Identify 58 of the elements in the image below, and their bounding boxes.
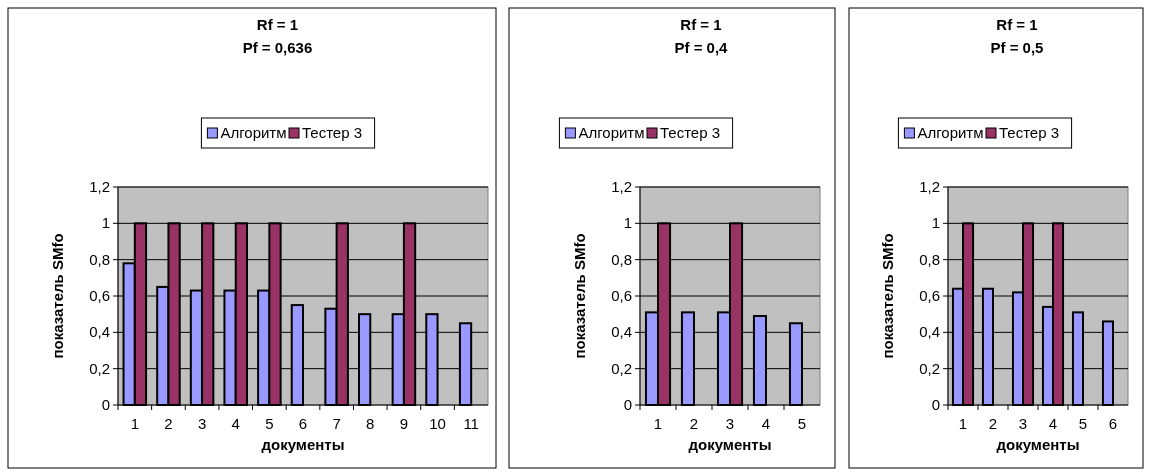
y-tick-label: 0,2 [89,359,110,377]
chart-title: Rf = 1 Pf = 0,5 [990,16,1044,56]
y-tick-label: 1,2 [89,178,110,195]
y-tick-label: 0,6 [919,287,940,304]
x-tick-label: 1 [653,415,663,432]
x-tick-label: 2 [689,415,699,432]
y-axis-title: показатель SMfo [879,233,896,359]
y-tick-label: 1 [931,214,940,232]
x-tick-label: 4 [231,415,240,432]
y-tick-label: 0,2 [611,359,632,377]
y-tick-label: 0,4 [919,323,940,341]
x-tick-label: 3 [1018,415,1028,432]
x-tick-label: 5 [797,415,807,432]
legend-label: Алгоритм [220,124,287,141]
y-tick-label: 0 [101,396,110,413]
x-tick-label: 3 [725,415,735,432]
x-tick-label: 5 [1078,415,1088,432]
y-tick-label: 0 [623,396,632,413]
x-tick-label: 11 [463,415,479,432]
x-tick-label: 5 [265,415,274,432]
x-tick-label: 10 [429,415,446,432]
y-tick-label: 0,4 [89,323,110,341]
y-tick-label: 1 [101,214,110,232]
y-tick-label: 0,2 [919,359,940,377]
y-tick-label: 0,8 [89,250,110,268]
legend-label: Алгоритм [578,124,645,141]
y-tick-label: 1 [623,214,632,232]
x-tick-label: 2 [164,415,173,432]
legend-label: Тестер 3 [999,124,1060,141]
x-tick-label: 4 [761,415,771,432]
y-axis-title: показатель SMfo [49,233,66,359]
x-tick-label: 3 [197,415,207,432]
x-tick-label: 9 [399,415,409,432]
y-tick-label: 0,8 [919,250,940,268]
x-tick-label: 4 [1048,415,1058,432]
chart-title: Rf = 1 Pf = 0,4 [674,16,729,56]
y-axis-title: показатель SMfo [571,233,588,359]
y-tick-label: 1,2 [919,178,940,195]
x-tick-label: 6 [298,415,308,432]
y-tick-label: 0 [931,396,940,413]
chart-title: Rf = 1 Pf = 0,636 [242,16,313,56]
x-tick-label: 1 [958,415,968,432]
x-tick-label: 8 [366,415,375,432]
y-tick-label: 0,6 [89,287,110,304]
legend-label: Алгоритм [917,124,984,141]
x-axis-title: документы [996,436,1080,453]
x-axis-title: документы [261,436,345,453]
y-tick-label: 1,2 [611,178,632,195]
y-tick-label: 0,6 [611,287,632,304]
x-axis-title: документы [688,436,772,453]
x-tick-label: 2 [988,415,998,432]
x-tick-label: 1 [130,415,139,432]
x-tick-label: 6 [1108,415,1118,432]
x-tick-label: 7 [332,415,341,432]
y-tick-label: 0,4 [611,323,632,341]
legend-label: Тестер 3 [302,124,363,141]
y-tick-label: 0,8 [611,250,632,268]
legend-label: Тестер 3 [660,124,721,141]
